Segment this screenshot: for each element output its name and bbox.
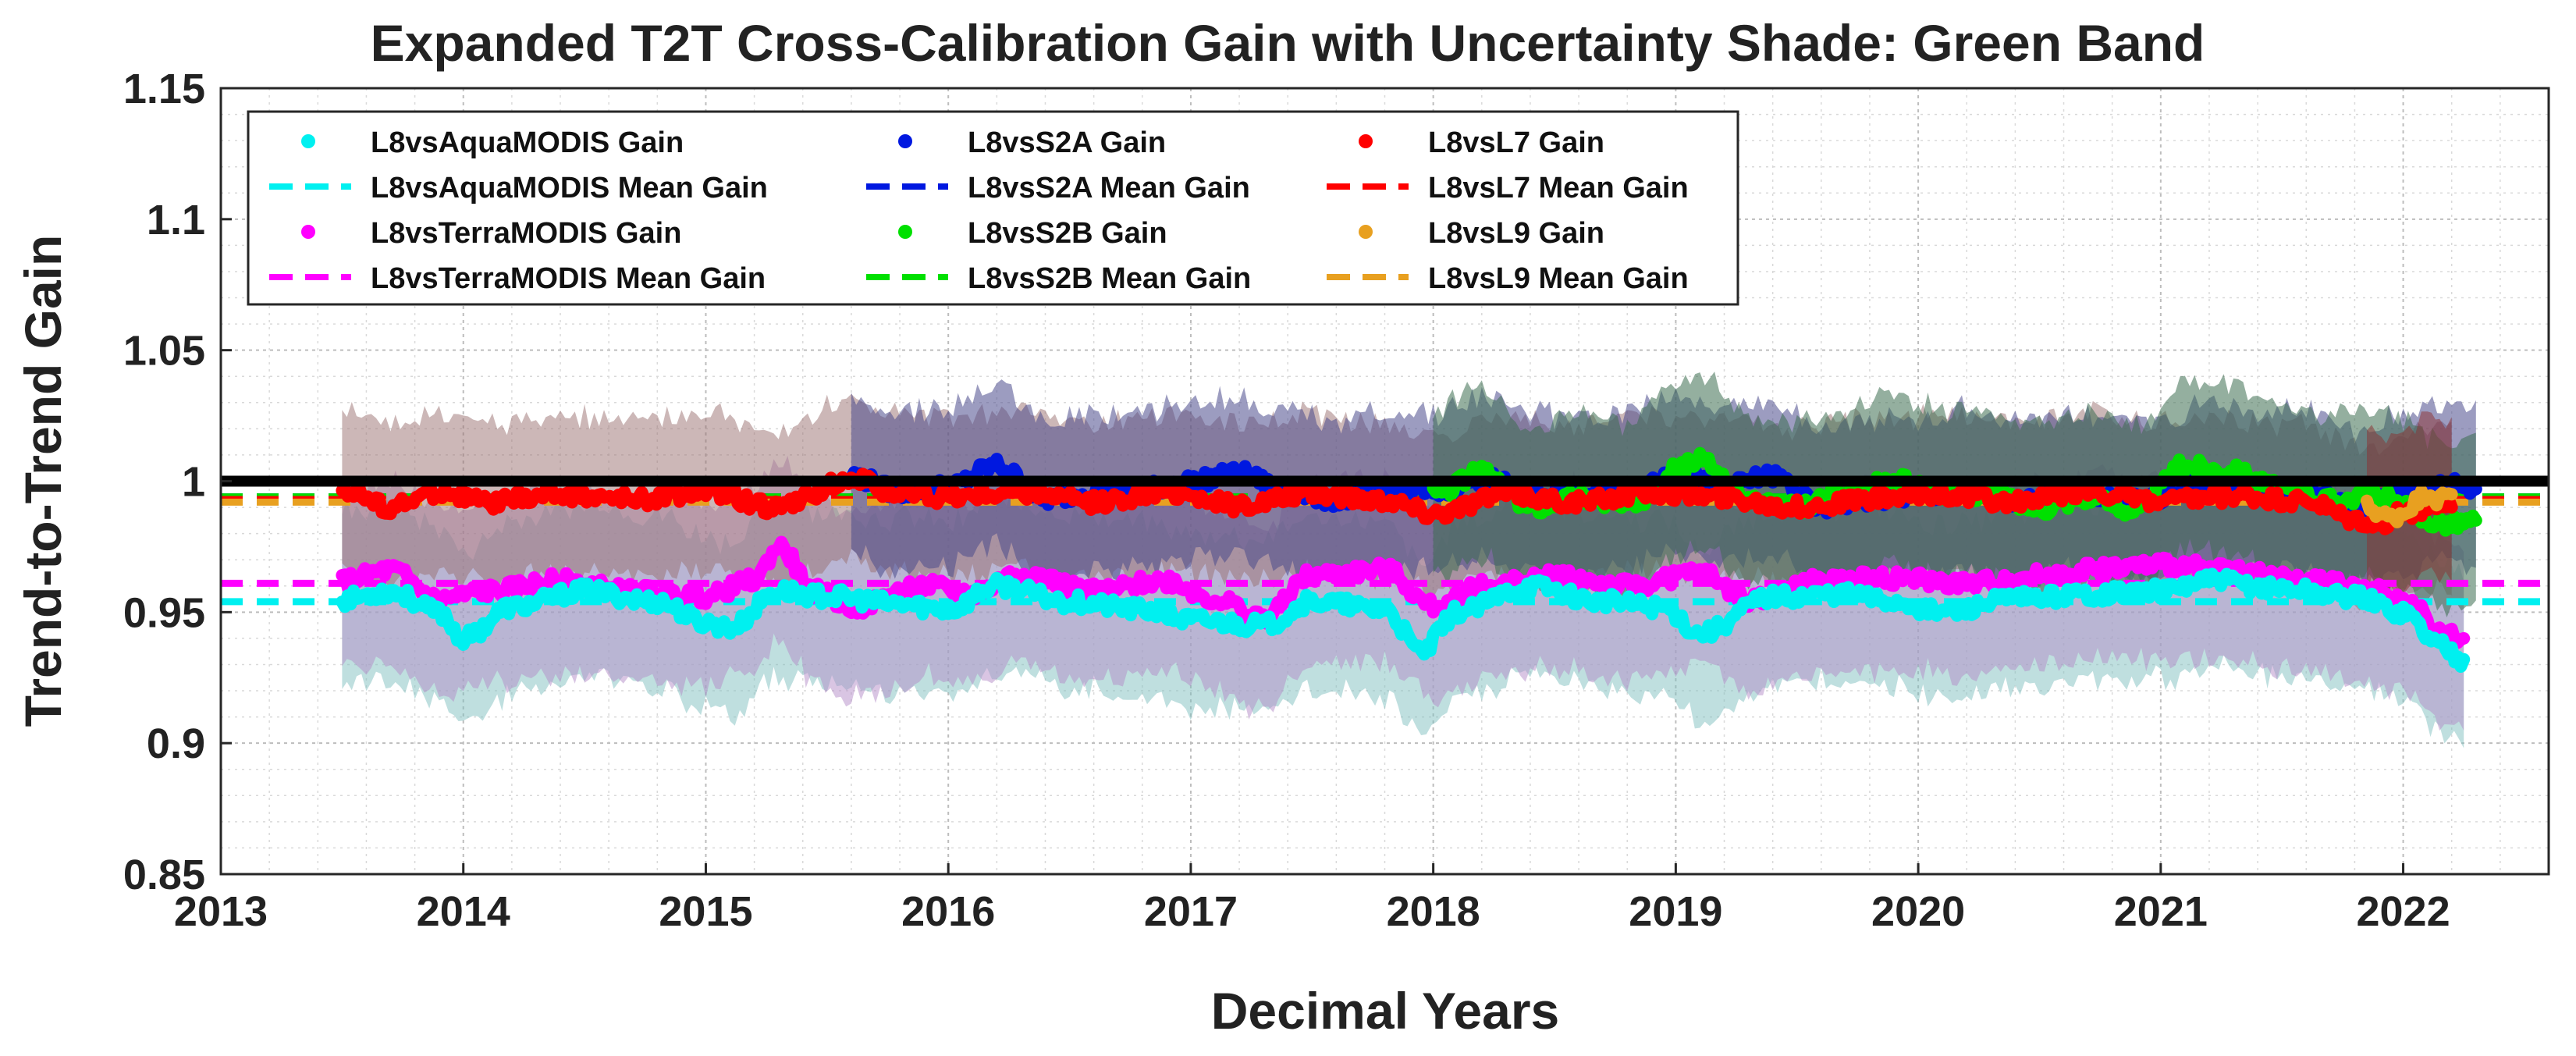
- legend-gain-marker: [301, 134, 315, 148]
- y-tick-label: 0.95: [123, 589, 205, 636]
- x-axis-ticks: 2013 2014 2015 2016 2017 2018 2019 2020 2021 2022: [174, 863, 2450, 935]
- legend-mean-label: L8vsL9 Mean Gain: [1428, 262, 1689, 295]
- legend-gain-label: L8vsS2B Gain: [968, 217, 1167, 250]
- x-tick-label: 2017: [1144, 888, 1238, 935]
- x-tick-label: 2019: [1629, 888, 1722, 935]
- legend-gain-marker: [1359, 225, 1373, 239]
- legend-mean-label: L8vsTerraMODIS Mean Gain: [371, 262, 766, 295]
- y-tick-label: 1.1: [147, 197, 205, 244]
- x-axis-title: Decimal Years: [1211, 982, 1559, 1040]
- legend-gain-marker: [1359, 134, 1373, 148]
- gain-line: [336, 567, 2471, 673]
- legend-items: L8vsAquaMODIS Gain L8vsAquaMODIS Mean Gai…: [269, 126, 1689, 295]
- y-tick-label: 0.9: [147, 720, 205, 767]
- legend-box: [247, 110, 1739, 306]
- x-tick-label: 2013: [174, 888, 268, 935]
- legend-gain-label: L8vsL7 Gain: [1428, 126, 1604, 159]
- y-tick-label: 1.05: [123, 328, 205, 375]
- legend-gain-label: L8vsAquaMODIS Gain: [371, 126, 684, 159]
- legend-gain-marker: [898, 134, 912, 148]
- legend-gain-marker: [301, 225, 315, 239]
- x-tick-label: 2021: [2114, 888, 2208, 935]
- x-tick-label: 2022: [2356, 888, 2450, 935]
- legend-gain-marker: [898, 225, 912, 239]
- x-tick-label: 2020: [1871, 888, 1965, 935]
- y-tick-label: 0.85: [123, 852, 205, 898]
- legend: L8vsAquaMODIS Gain L8vsAquaMODIS Mean Gai…: [247, 110, 1739, 306]
- y-axis-ticks: 0.85 0.9 0.95 1 1.05 1.1 1.15: [123, 66, 232, 898]
- legend-gain-label: L8vsTerraMODIS Gain: [371, 217, 681, 250]
- x-tick-label: 2015: [659, 888, 752, 935]
- y-tick-label: 1: [182, 459, 205, 506]
- gain-line: [336, 468, 2458, 535]
- legend-gain-label: L8vsL9 Gain: [1428, 217, 1604, 250]
- legend-mean-label: L8vsL7 Mean Gain: [1428, 172, 1689, 204]
- legend-mean-label: L8vsAquaMODIS Mean Gain: [371, 172, 768, 204]
- legend-mean-label: L8vsS2A Mean Gain: [968, 172, 1250, 204]
- y-axis-title: Trend-to-Trend Gain: [14, 235, 72, 727]
- gain-line: [336, 535, 2471, 649]
- legend-mean-label: L8vsS2B Mean Gain: [968, 262, 1251, 295]
- x-tick-label: 2016: [901, 888, 995, 935]
- y-tick-label: 1.15: [123, 66, 205, 112]
- gain-line: [2361, 484, 2458, 528]
- chart-title: Expanded T2T Cross-Calibration Gain with…: [371, 14, 2205, 72]
- legend-gain-label: L8vsS2A Gain: [968, 126, 1166, 159]
- x-tick-label: 2018: [1387, 888, 1480, 935]
- x-tick-label: 2014: [417, 888, 510, 935]
